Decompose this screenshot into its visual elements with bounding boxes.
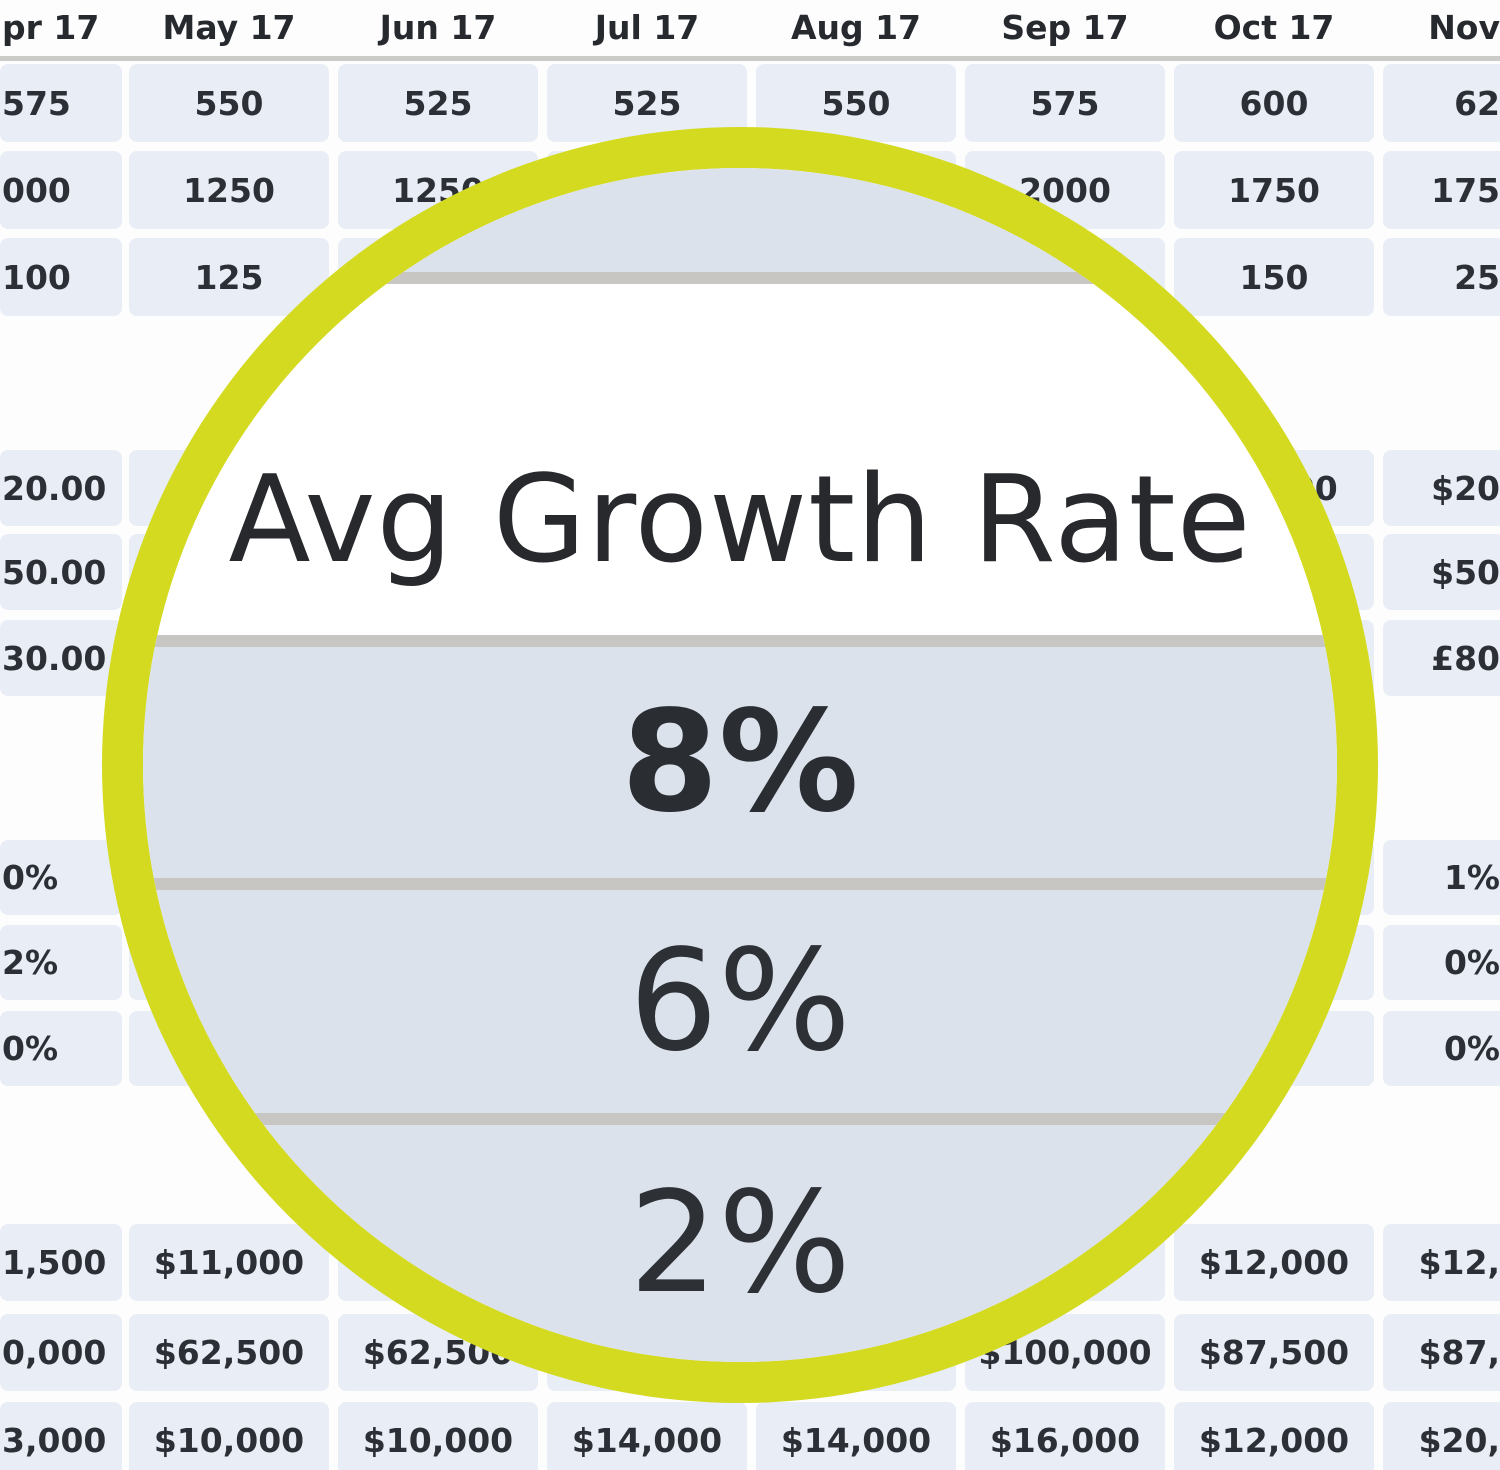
growth-rate-band-1: 8%	[143, 647, 1337, 878]
cell-value: 0,000	[2, 1333, 107, 1372]
cell-value: £80	[1431, 638, 1500, 678]
cell-value: 175	[1431, 170, 1500, 210]
cell-value: 62	[1454, 83, 1500, 123]
column-header: Jul 17	[594, 8, 700, 47]
table-cell: 000	[0, 151, 122, 229]
column-header: Jun 17	[379, 8, 497, 47]
cell-value: 0%	[2, 858, 59, 897]
cell-value: 20.00	[2, 468, 107, 508]
cell-value: 000	[2, 170, 71, 210]
cell-value: 525	[403, 83, 473, 123]
table-cell: 525	[338, 64, 538, 142]
cell-value: 2%	[2, 943, 59, 982]
cell-value: 0%	[1443, 943, 1500, 982]
table-cell: 100	[0, 238, 122, 316]
magnifier-ring: Avg Growth Rate 8% 6% 2%	[102, 127, 1378, 1403]
cell-value: $14,000	[571, 1421, 723, 1460]
cell-value: 600	[1239, 83, 1309, 123]
table-cell: 1,500	[0, 1224, 122, 1301]
table-cell: $20	[1383, 450, 1500, 526]
cell-value: 550	[821, 83, 891, 123]
table-cell: $50	[1383, 534, 1500, 610]
table-cell: $20,	[1383, 1402, 1500, 1470]
cell-value: $50	[1431, 552, 1500, 592]
magnified-row-divider	[143, 878, 1337, 890]
cell-value: $14,000	[780, 1421, 932, 1460]
cell-value: $20	[1431, 468, 1500, 508]
cell-value: 100	[2, 257, 71, 297]
column-header: Nov	[1428, 8, 1500, 47]
table-cell: $10,000	[338, 1402, 538, 1470]
table-cell: 3,000	[0, 1402, 122, 1470]
cell-value: $87,	[1418, 1333, 1500, 1372]
table-cell: 0%	[0, 1011, 122, 1086]
column-header: May 17	[162, 8, 296, 47]
cell-value: $20,	[1418, 1421, 1500, 1460]
table-cell: $87,	[1383, 1314, 1500, 1391]
cell-value: $16,000	[989, 1421, 1141, 1460]
table-cell: 1%	[1383, 840, 1500, 915]
cell-value: 575	[2, 83, 71, 123]
table-cell: 25	[1383, 238, 1500, 316]
table-cell: 550	[129, 64, 329, 142]
table-cell: $12,	[1383, 1224, 1500, 1301]
cell-value: 525	[612, 83, 682, 123]
magnified-row-divider	[143, 635, 1337, 647]
table-cell: 30.00	[0, 620, 122, 696]
table-cell: 2%	[0, 925, 122, 1000]
cell-value: 1,500	[2, 1243, 107, 1282]
table-cell: $14,000	[756, 1402, 956, 1470]
cell-value: 550	[194, 83, 264, 123]
growth-rate-band-3: 2%	[143, 1125, 1337, 1362]
cell-value: 0%	[2, 1029, 59, 1068]
cell-value: $10,000	[362, 1421, 514, 1460]
table-cell: 0%	[1383, 925, 1500, 1000]
growth-rate-value-3: 2%	[628, 1162, 852, 1325]
table-cell: $14,000	[547, 1402, 747, 1470]
magnifier-lens: Avg Growth Rate 8% 6% 2%	[143, 168, 1337, 1362]
table-cell: $10,000	[129, 1402, 329, 1470]
table-cell: 550	[756, 64, 956, 142]
magnifier-title: Avg Growth Rate	[228, 451, 1252, 590]
table-cell: 62	[1383, 64, 1500, 142]
cell-value: 50.00	[2, 552, 107, 592]
cell-value: 3,000	[2, 1421, 107, 1460]
magnified-row-divider	[143, 1113, 1337, 1125]
cell-value: 25	[1454, 257, 1500, 297]
growth-rate-value-1: 8%	[621, 681, 859, 844]
magnified-row-divider	[143, 272, 1337, 284]
header-divider-line	[0, 56, 1500, 61]
table-cell: £80	[1383, 620, 1500, 696]
growth-rate-value-2: 6%	[628, 920, 852, 1083]
table-cell: 50.00	[0, 534, 122, 610]
table-cell: 175	[1383, 151, 1500, 229]
table-cell: 0,000	[0, 1314, 122, 1391]
table-cell: 20.00	[0, 450, 122, 526]
table-cell: 0%	[1383, 1011, 1500, 1086]
cell-value: $12,000	[1198, 1421, 1350, 1460]
cell-value: 30.00	[2, 638, 107, 678]
table-cell: 0%	[0, 840, 122, 915]
growth-rate-band-2: 6%	[143, 890, 1337, 1113]
table-cell: $12,000	[1174, 1402, 1374, 1470]
cell-value: $10,000	[153, 1421, 305, 1460]
cell-value: 1%	[1443, 858, 1500, 897]
magnified-row-band	[143, 168, 1337, 272]
column-header: pr 17	[2, 8, 100, 47]
table-cell: 575	[965, 64, 1165, 142]
cell-value: 0%	[1443, 1029, 1500, 1068]
cell-value: $12,	[1418, 1243, 1500, 1282]
table-cell: 600	[1174, 64, 1374, 142]
column-header: Aug 17	[790, 8, 922, 47]
table-cell: 575	[0, 64, 122, 142]
table-cell: $16,000	[965, 1402, 1165, 1470]
cell-value: 575	[1030, 83, 1100, 123]
column-header: Sep 17	[1001, 8, 1129, 47]
column-header: Oct 17	[1213, 8, 1335, 47]
